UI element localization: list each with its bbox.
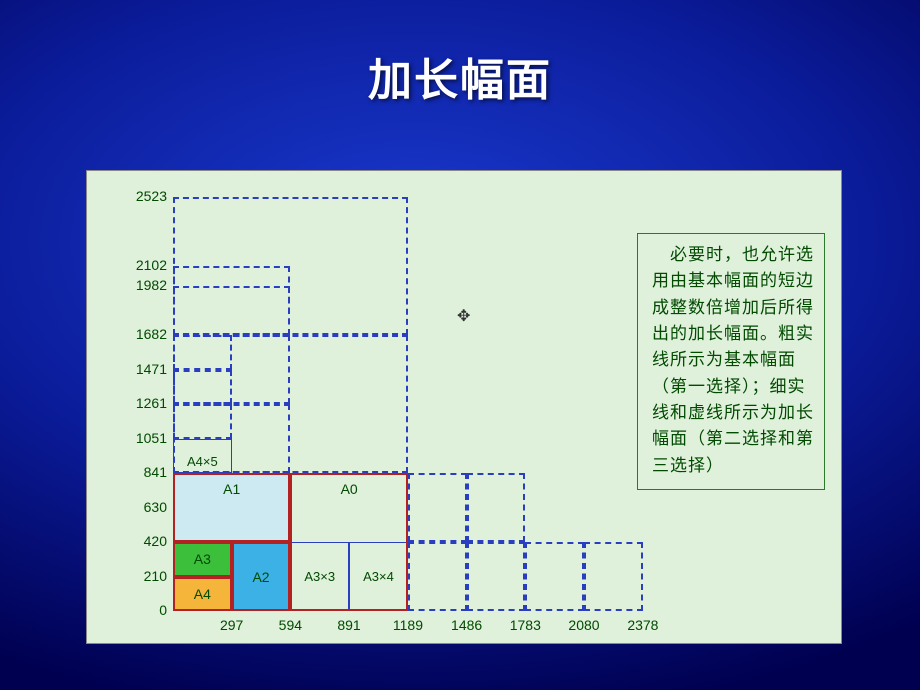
x-tick-2080: 2080 xyxy=(564,617,604,633)
slide-title: 加长幅面 xyxy=(0,44,920,108)
format-A0: A0 xyxy=(290,473,408,611)
x-tick-2378: 2378 xyxy=(623,617,663,633)
x-tick-594: 594 xyxy=(270,617,310,633)
dashed-extent xyxy=(584,542,643,611)
dashed-extent xyxy=(467,473,526,542)
dashed-extent xyxy=(467,542,526,611)
slide: 加长幅面 A4×3A4×4A4×5A3×3A3×4A4A3A2A1A0 0210… xyxy=(0,0,920,690)
y-tick-2102: 2102 xyxy=(115,257,167,273)
x-tick-891: 891 xyxy=(329,617,369,633)
y-tick-1051: 1051 xyxy=(115,430,167,446)
y-tick-1682: 1682 xyxy=(115,326,167,342)
diagram-panel: A4×3A4×4A4×5A3×3A3×4A4A3A2A1A0 021042063… xyxy=(86,170,842,644)
y-tick-1982: 1982 xyxy=(115,277,167,293)
format-A1: A1 xyxy=(173,473,290,542)
format-A4x5: A4×5 xyxy=(173,439,232,473)
y-tick-2523: 2523 xyxy=(115,188,167,204)
dashed-extent xyxy=(408,473,467,542)
dashed-extent xyxy=(525,542,584,611)
x-tick-297: 297 xyxy=(212,617,252,633)
y-tick-0: 0 xyxy=(115,602,167,618)
dashed-extent xyxy=(408,542,467,611)
y-tick-841: 841 xyxy=(115,464,167,480)
y-tick-1471: 1471 xyxy=(115,361,167,377)
x-tick-1189: 1189 xyxy=(388,617,428,633)
format-A3: A3 xyxy=(173,542,232,576)
explanation-textbox: 必要时，也允许选用由基本幅面的短边成整数倍增加后所得出的加长幅面。粗实线所示为基… xyxy=(637,233,825,490)
format-A4: A4 xyxy=(173,577,232,611)
x-tick-1486: 1486 xyxy=(447,617,487,633)
y-tick-630: 630 xyxy=(115,499,167,515)
dashed-extent xyxy=(173,197,408,335)
y-tick-210: 210 xyxy=(115,568,167,584)
x-tick-1783: 1783 xyxy=(505,617,545,633)
y-tick-420: 420 xyxy=(115,533,167,549)
format-A2: A2 xyxy=(232,542,291,611)
chart-area: A4×3A4×4A4×5A3×3A3×4A4A3A2A1A0 xyxy=(173,175,653,611)
y-tick-1261: 1261 xyxy=(115,395,167,411)
